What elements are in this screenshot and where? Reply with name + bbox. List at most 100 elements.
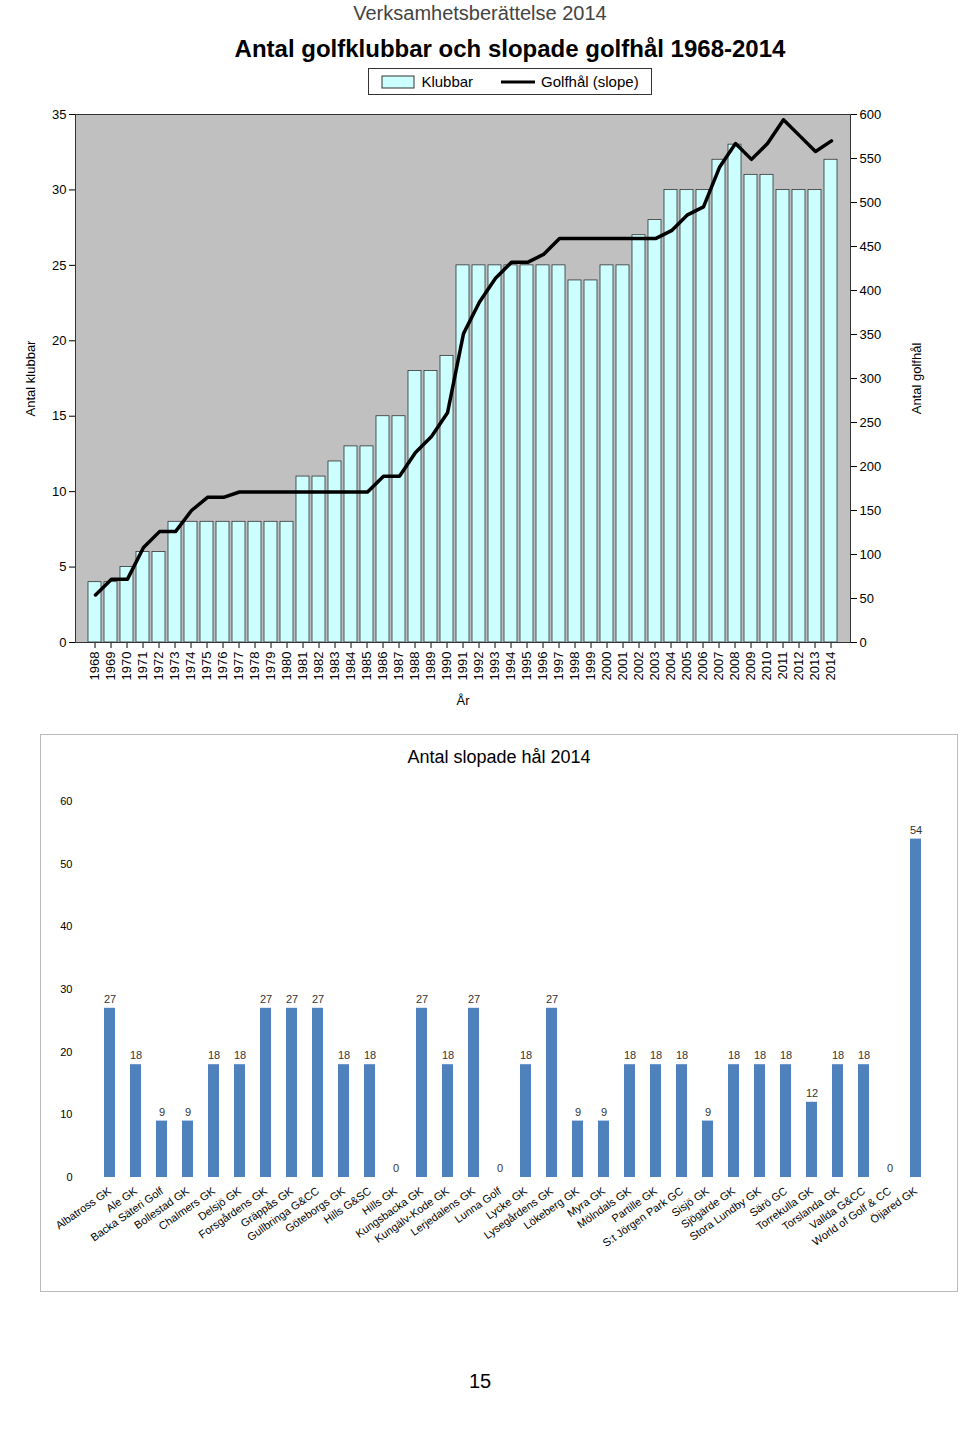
svg-text:150: 150 bbox=[860, 503, 882, 518]
svg-text:1995: 1995 bbox=[519, 652, 534, 681]
svg-text:2013: 2013 bbox=[807, 652, 822, 681]
svg-text:1982: 1982 bbox=[311, 652, 326, 681]
svg-text:18: 18 bbox=[858, 1049, 870, 1061]
svg-text:20: 20 bbox=[52, 333, 66, 348]
svg-text:15: 15 bbox=[52, 408, 66, 423]
svg-text:1994: 1994 bbox=[503, 652, 518, 681]
svg-text:1968: 1968 bbox=[87, 652, 102, 681]
svg-text:1985: 1985 bbox=[359, 652, 374, 681]
svg-text:35: 35 bbox=[52, 107, 66, 122]
svg-text:2005: 2005 bbox=[679, 652, 694, 681]
svg-text:600: 600 bbox=[860, 107, 882, 122]
svg-text:500: 500 bbox=[860, 195, 882, 210]
svg-text:10: 10 bbox=[60, 1108, 72, 1120]
svg-text:250: 250 bbox=[860, 415, 882, 430]
svg-text:54: 54 bbox=[910, 824, 922, 836]
svg-text:1971: 1971 bbox=[135, 652, 150, 681]
svg-text:9: 9 bbox=[575, 1106, 581, 1118]
svg-text:18: 18 bbox=[520, 1049, 532, 1061]
svg-text:1987: 1987 bbox=[391, 652, 406, 681]
svg-text:300: 300 bbox=[860, 371, 882, 386]
svg-text:1979: 1979 bbox=[263, 652, 278, 681]
svg-text:200: 200 bbox=[860, 459, 882, 474]
svg-text:18: 18 bbox=[624, 1049, 636, 1061]
svg-text:10: 10 bbox=[52, 484, 66, 499]
svg-text:1992: 1992 bbox=[471, 652, 486, 681]
svg-text:2008: 2008 bbox=[727, 652, 742, 681]
svg-text:27: 27 bbox=[546, 993, 558, 1005]
svg-text:2003: 2003 bbox=[647, 652, 662, 681]
svg-text:0: 0 bbox=[59, 635, 66, 650]
svg-text:27: 27 bbox=[260, 993, 272, 1005]
svg-text:18: 18 bbox=[780, 1049, 792, 1061]
svg-text:30: 30 bbox=[60, 983, 72, 995]
svg-text:5: 5 bbox=[59, 559, 66, 574]
svg-text:18: 18 bbox=[338, 1049, 350, 1061]
svg-text:0: 0 bbox=[497, 1162, 503, 1174]
svg-text:9: 9 bbox=[185, 1106, 191, 1118]
svg-text:2014: 2014 bbox=[823, 652, 838, 681]
svg-text:2012: 2012 bbox=[791, 652, 806, 681]
svg-text:1972: 1972 bbox=[151, 652, 166, 681]
svg-text:Antal golfhål: Antal golfhål bbox=[909, 343, 924, 415]
svg-text:27: 27 bbox=[104, 993, 116, 1005]
svg-text:27: 27 bbox=[286, 993, 298, 1005]
svg-text:450: 450 bbox=[860, 239, 882, 254]
svg-text:9: 9 bbox=[159, 1106, 165, 1118]
svg-text:18: 18 bbox=[208, 1049, 220, 1061]
svg-text:1984: 1984 bbox=[343, 652, 358, 681]
svg-text:1989: 1989 bbox=[423, 652, 438, 681]
svg-text:18: 18 bbox=[676, 1049, 688, 1061]
svg-text:18: 18 bbox=[442, 1049, 454, 1061]
svg-text:18: 18 bbox=[130, 1049, 142, 1061]
svg-text:1978: 1978 bbox=[247, 652, 262, 681]
svg-text:2009: 2009 bbox=[743, 652, 758, 681]
svg-text:1977: 1977 bbox=[231, 652, 246, 681]
svg-text:27: 27 bbox=[468, 993, 480, 1005]
svg-text:1993: 1993 bbox=[487, 652, 502, 681]
svg-text:0: 0 bbox=[393, 1162, 399, 1174]
svg-text:1996: 1996 bbox=[535, 652, 550, 681]
svg-text:2011: 2011 bbox=[775, 652, 790, 680]
svg-text:18: 18 bbox=[832, 1049, 844, 1061]
svg-text:1990: 1990 bbox=[439, 652, 454, 681]
svg-text:1969: 1969 bbox=[103, 652, 118, 681]
svg-text:27: 27 bbox=[416, 993, 428, 1005]
svg-text:27: 27 bbox=[312, 993, 324, 1005]
svg-text:18: 18 bbox=[754, 1049, 766, 1061]
svg-text:1986: 1986 bbox=[375, 652, 390, 681]
svg-text:2010: 2010 bbox=[759, 652, 774, 681]
svg-text:1988: 1988 bbox=[407, 652, 422, 681]
svg-text:2006: 2006 bbox=[695, 652, 710, 681]
svg-text:18: 18 bbox=[650, 1049, 662, 1061]
svg-text:350: 350 bbox=[860, 327, 882, 342]
svg-text:År: År bbox=[457, 693, 471, 708]
svg-text:2007: 2007 bbox=[711, 652, 726, 681]
svg-text:1981: 1981 bbox=[295, 652, 310, 681]
svg-text:9: 9 bbox=[705, 1106, 711, 1118]
svg-text:9: 9 bbox=[601, 1106, 607, 1118]
svg-text:0: 0 bbox=[887, 1162, 893, 1174]
svg-text:50: 50 bbox=[860, 591, 874, 606]
svg-text:40: 40 bbox=[60, 920, 72, 932]
svg-text:1998: 1998 bbox=[567, 652, 582, 681]
svg-text:18: 18 bbox=[364, 1049, 376, 1061]
svg-text:18: 18 bbox=[234, 1049, 246, 1061]
svg-text:20: 20 bbox=[60, 1046, 72, 1058]
svg-text:50: 50 bbox=[60, 858, 72, 870]
svg-text:S:t Jörgen Park GC: S:t Jörgen Park GC bbox=[600, 1184, 685, 1249]
svg-text:1980: 1980 bbox=[279, 652, 294, 681]
svg-text:Öijared GK: Öijared GK bbox=[868, 1184, 920, 1225]
svg-text:550: 550 bbox=[860, 151, 882, 166]
svg-text:60: 60 bbox=[60, 795, 72, 807]
svg-text:25: 25 bbox=[52, 258, 66, 273]
svg-text:400: 400 bbox=[860, 283, 882, 298]
svg-text:Antal klubbar: Antal klubbar bbox=[23, 340, 38, 417]
svg-text:1997: 1997 bbox=[551, 652, 566, 681]
svg-text:100: 100 bbox=[860, 547, 882, 562]
svg-text:1983: 1983 bbox=[327, 652, 342, 681]
svg-text:2001: 2001 bbox=[615, 652, 630, 681]
svg-text:2002: 2002 bbox=[631, 652, 646, 681]
svg-text:1970: 1970 bbox=[119, 652, 134, 681]
svg-text:1974: 1974 bbox=[183, 652, 198, 681]
